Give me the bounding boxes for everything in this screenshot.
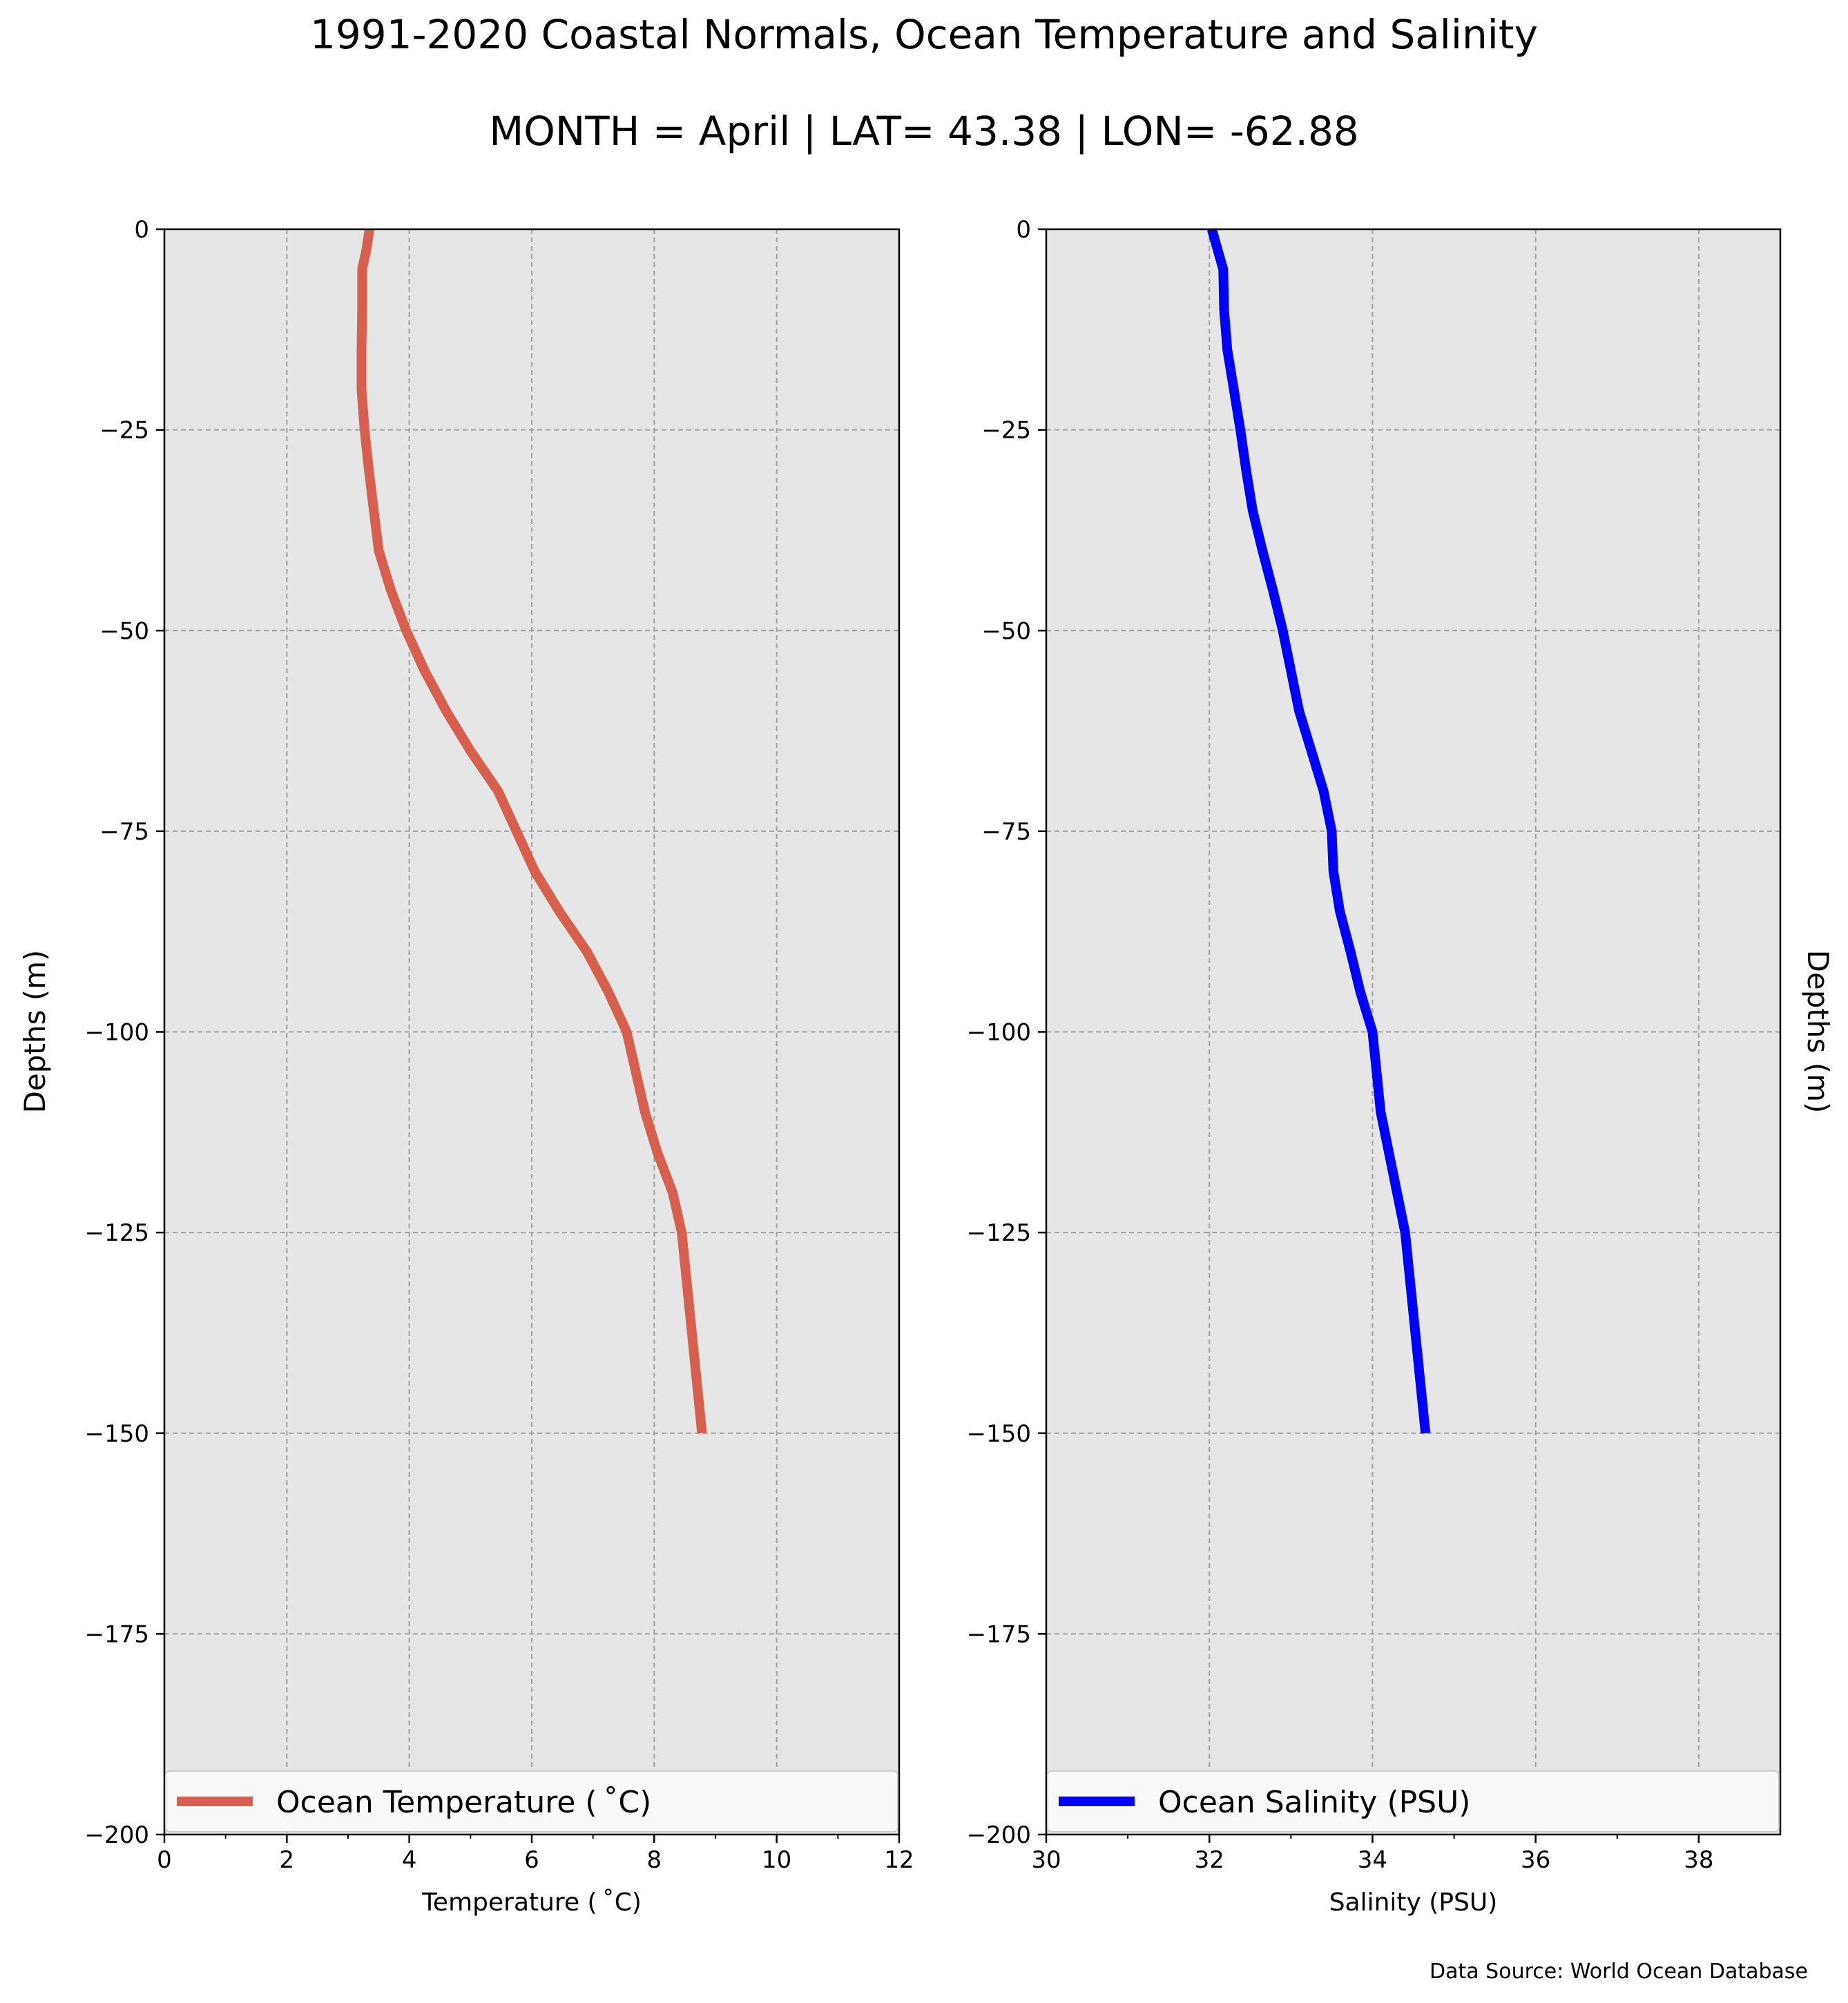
temperature-panel: 0 2 4 6 8 10 12 0 −25 −50 −75 −100 −125 −150 −175 −200 T… (85, 216, 914, 1917)
y-tick-label: −150 (85, 1420, 149, 1448)
x-tick-label: 12 (884, 1846, 914, 1874)
salinity-panel: 30 32 34 36 38 0 −25 −50 −75 −100 −125 −150 −175 −200… (967, 216, 1782, 1917)
x-tick-label: 38 (1684, 1846, 1713, 1874)
x-tick-label: 0 (157, 1846, 172, 1874)
legend-label: Ocean Salinity (PSU) (1158, 1785, 1470, 1820)
y-tick-label: −50 (981, 617, 1031, 645)
x-axis-label: Salinity (PSU) (1329, 1888, 1498, 1917)
x-tick-label: 6 (524, 1846, 539, 1874)
x-tick-label: 30 (1031, 1846, 1061, 1874)
x-tick-label: 34 (1358, 1846, 1387, 1874)
y-tick-label: −75 (99, 818, 149, 846)
y-tick-label: −25 (981, 417, 1031, 445)
legend-label: Ocean Temperature ( ˚C) (276, 1785, 651, 1820)
y-tick-label: −125 (967, 1219, 1031, 1247)
chart-subtitle: MONTH = April | LAT= 43.38 | LON= -62.88 (489, 108, 1359, 155)
y-tick-label: −150 (967, 1420, 1031, 1448)
legend-box (1047, 1770, 1780, 1832)
y-tick-label: 0 (1016, 216, 1031, 244)
y-tick-label: −200 (85, 1821, 149, 1849)
x-tick-label: 2 (280, 1846, 295, 1874)
y-tick-label: −175 (967, 1620, 1031, 1648)
y-tick-label: −200 (967, 1821, 1031, 1849)
y-tick-label: −75 (981, 818, 1031, 846)
y-tick-label: −50 (99, 617, 149, 645)
y-tick-label: −100 (967, 1019, 1031, 1047)
chart-title: 1991-2020 Coastal Normals, Ocean Tempera… (310, 11, 1538, 58)
y-tick-label: −175 (85, 1620, 149, 1648)
legend-box (165, 1770, 898, 1832)
x-axis-label: Temperature ( ˚C) (421, 1888, 642, 1917)
x-tick-label: 32 (1195, 1846, 1224, 1874)
x-tick-label: 36 (1521, 1846, 1550, 1874)
series-line (356, 228, 707, 1434)
y-tick-label: 0 (134, 216, 149, 244)
x-tick-label: 10 (762, 1846, 791, 1874)
y-tick-label: −100 (85, 1019, 149, 1047)
y-tick-label: −125 (85, 1219, 149, 1247)
x-tick-label: 4 (402, 1846, 417, 1874)
left-y-axis-label: Depths (m) (18, 950, 52, 1114)
x-tick-label: 8 (647, 1846, 662, 1874)
data-source-note: Data Source: World Ocean Database (1430, 1960, 1808, 1984)
right-y-axis-label: Depths (m) (1801, 950, 1835, 1114)
y-tick-label: −25 (99, 417, 149, 445)
series-line (1207, 228, 1431, 1434)
